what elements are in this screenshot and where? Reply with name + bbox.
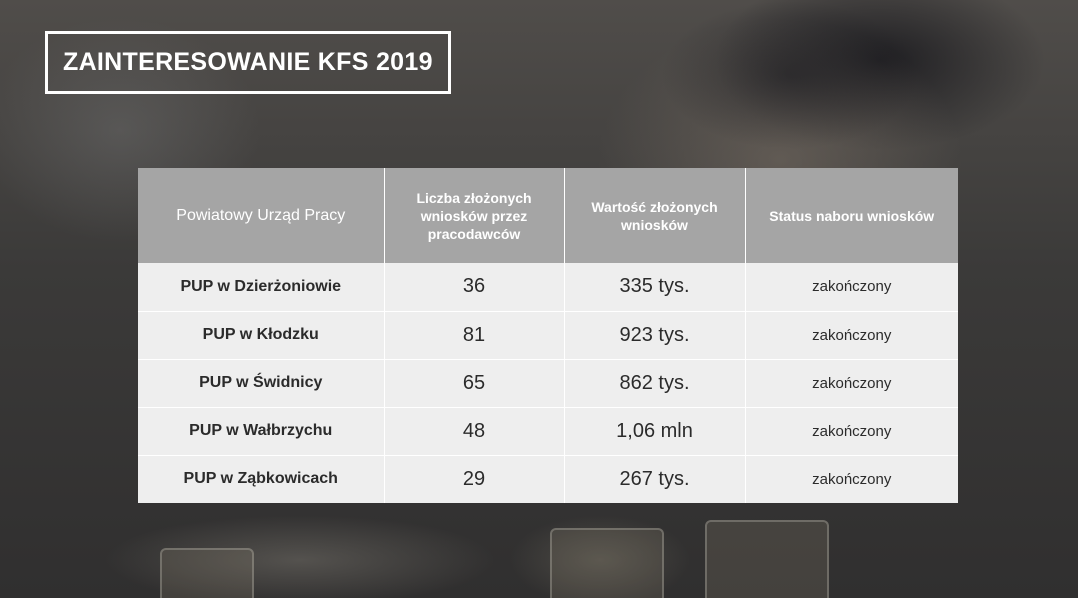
table-row: PUP w Wałbrzychu 48 1,06 mln zakończony: [138, 407, 958, 456]
header-status: Status naboru wniosków: [745, 168, 958, 263]
cell-value: 267 tys.: [564, 455, 746, 503]
cell-count: 81: [384, 311, 565, 360]
cell-status: zakończony: [745, 263, 958, 312]
cell-value: 1,06 mln: [564, 407, 746, 456]
header-value: Wartość złożonych wniosków: [564, 168, 746, 263]
table-row: PUP w Kłodzku 81 923 tys. zakończony: [138, 311, 958, 360]
title-box: ZAINTERESOWANIE KFS 2019: [45, 31, 451, 94]
table-row: PUP w Dzierżoniowie 36 335 tys. zakończo…: [138, 263, 958, 312]
cell-count: 36: [384, 263, 565, 312]
cell-pup: PUP w Świdnicy: [138, 359, 385, 408]
table-row: PUP w Ząbkowicach 29 267 tys. zakończony: [138, 455, 958, 503]
cell-pup: PUP w Ząbkowicach: [138, 455, 385, 503]
cell-status: zakończony: [745, 407, 958, 456]
background-cup: [550, 528, 664, 598]
header-count: Liczba złożonych wniosków przez pracodaw…: [384, 168, 565, 263]
background-cup: [160, 548, 254, 598]
cell-value: 923 tys.: [564, 311, 746, 360]
cell-pup: PUP w Dzierżoniowie: [138, 263, 385, 312]
cell-count: 29: [384, 455, 565, 503]
cell-value: 335 tys.: [564, 263, 746, 312]
table-row: PUP w Świdnicy 65 862 tys. zakończony: [138, 359, 958, 408]
cell-pup: PUP w Kłodzku: [138, 311, 385, 360]
table-header-row: Powiatowy Urząd Pracy Liczba złożonych w…: [138, 168, 958, 263]
cell-count: 48: [384, 407, 565, 456]
kfs-table: Powiatowy Urząd Pracy Liczba złożonych w…: [138, 168, 958, 503]
cell-count: 65: [384, 359, 565, 408]
page-title: ZAINTERESOWANIE KFS 2019: [63, 48, 433, 76]
background-cup: [705, 520, 829, 598]
cell-status: zakończony: [745, 455, 958, 503]
cell-status: zakończony: [745, 311, 958, 360]
header-pup: Powiatowy Urząd Pracy: [138, 168, 385, 263]
cell-status: zakończony: [745, 359, 958, 408]
cell-pup: PUP w Wałbrzychu: [138, 407, 385, 456]
cell-value: 862 tys.: [564, 359, 746, 408]
background-figure: [660, 0, 920, 150]
